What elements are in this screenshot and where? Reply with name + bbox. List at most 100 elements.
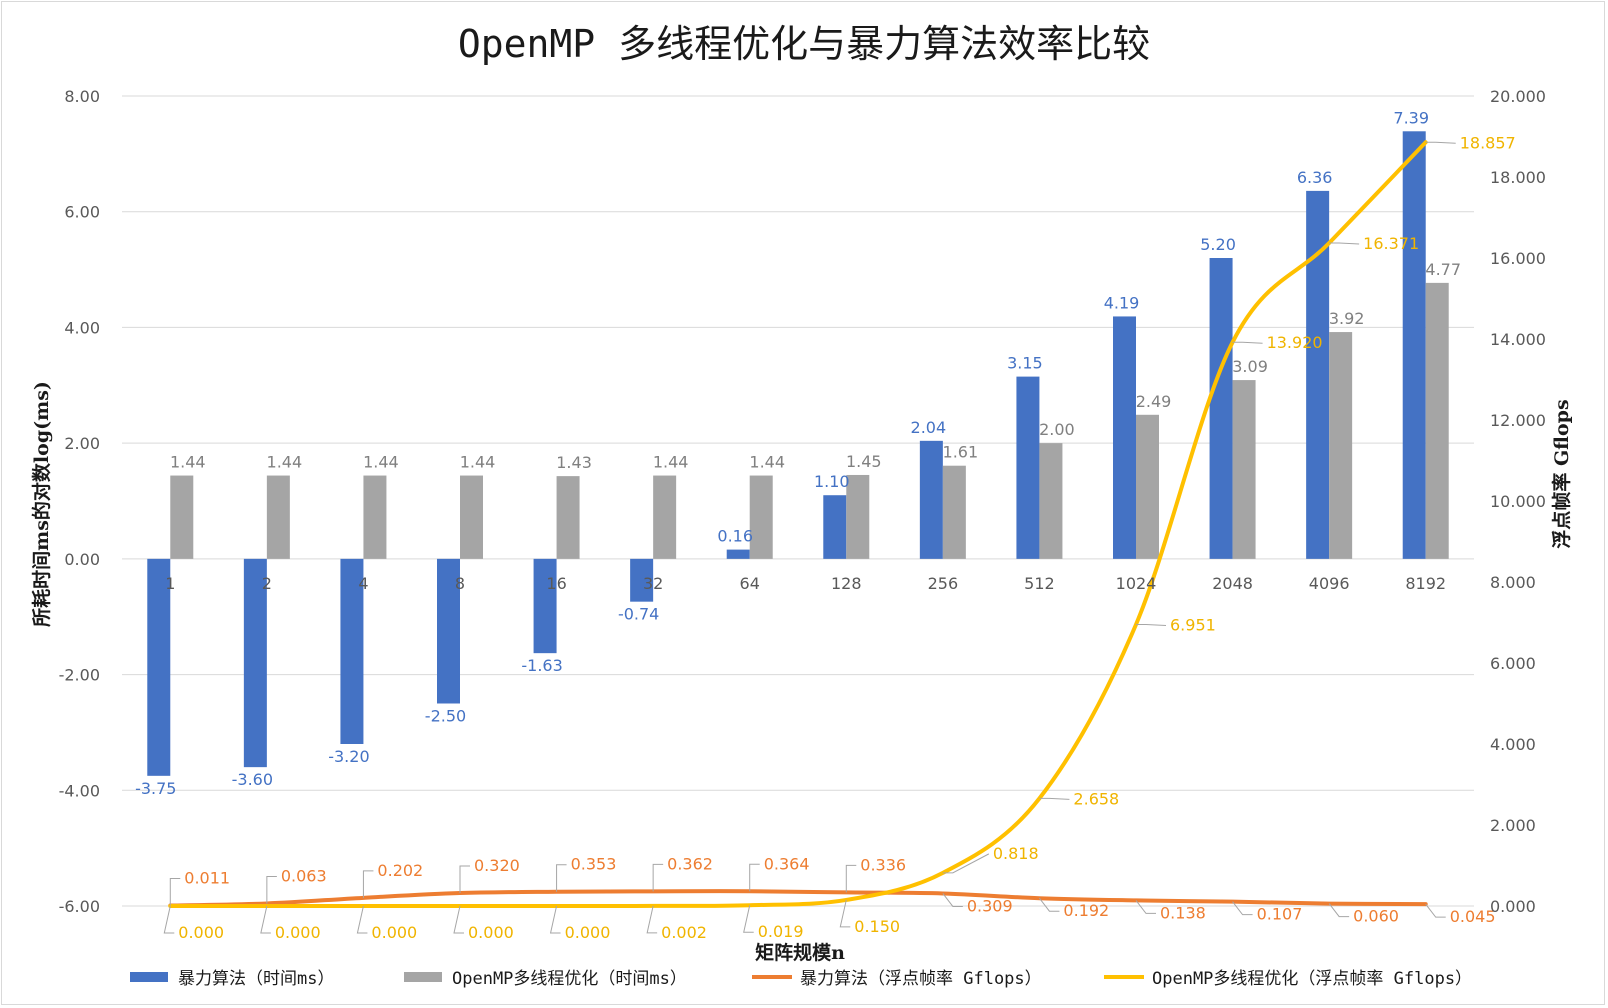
line-data-label: 0.353 xyxy=(571,855,617,874)
line-data-label: 0.060 xyxy=(1353,907,1399,926)
legend: 暴力算法（时间ms） OpenMP多线程优化（时间ms） 暴力算法（浮点帧率 Gfl… xyxy=(130,969,1472,989)
x-axis-title: 矩阵规模n xyxy=(755,941,845,964)
leader-line xyxy=(1135,900,1156,914)
bar-data-label: 3.09 xyxy=(1232,357,1268,376)
legend-swatch xyxy=(130,972,168,982)
line-data-label: 0.045 xyxy=(1450,907,1496,926)
y-tick-label: 2.00 xyxy=(64,434,100,453)
y-tick-label: 0.00 xyxy=(64,550,100,569)
x-tick-label: 2 xyxy=(262,574,272,593)
line-data-label: 0.000 xyxy=(178,923,224,942)
series-line xyxy=(168,889,1428,908)
leader-line xyxy=(652,863,664,892)
line-data-label: 6.951 xyxy=(1170,615,1216,634)
bar xyxy=(147,558,171,776)
bar-data-label: 1.44 xyxy=(653,453,689,472)
leader-line xyxy=(749,863,760,892)
leader-line xyxy=(362,870,374,898)
leader-line xyxy=(453,905,464,934)
tick-labels: 8.006.004.002.000.00-2.00-4.00-6.0020.00… xyxy=(59,87,1546,916)
leader-line xyxy=(1329,242,1360,245)
line-data-label: 0.107 xyxy=(1257,905,1303,924)
bar xyxy=(243,558,267,768)
bar xyxy=(749,475,773,559)
bar xyxy=(533,558,557,654)
y2-tick-label: 8.000 xyxy=(1490,573,1536,592)
bar xyxy=(653,475,677,559)
bar-data-label: -3.75 xyxy=(135,779,176,798)
line-data-label: 0.364 xyxy=(764,854,810,873)
bar-data-label: -3.20 xyxy=(328,747,369,766)
line-data-label: 0.309 xyxy=(967,896,1013,915)
bar-data-label: 6.36 xyxy=(1297,168,1333,187)
line-data-label: 0.138 xyxy=(1160,903,1206,922)
y2-tick-label: 0.000 xyxy=(1490,897,1536,916)
bar xyxy=(823,495,847,559)
bar-data-label: 1.43 xyxy=(556,453,592,472)
bar-data-label: 2.04 xyxy=(911,418,947,437)
x-tick-label: 2048 xyxy=(1212,574,1253,593)
legend-label: 暴力算法（浮点帧率 Gflops） xyxy=(800,969,1042,989)
bar xyxy=(340,558,364,744)
line-data-label: 18.857 xyxy=(1460,133,1516,152)
y2-tick-label: 4.000 xyxy=(1490,735,1536,754)
bar-data-label: 1.44 xyxy=(749,453,785,472)
bar xyxy=(1209,258,1233,559)
bar xyxy=(460,475,483,559)
x-tick-label: 64 xyxy=(740,574,760,593)
leader-line xyxy=(549,905,561,934)
line-data-label: 0.202 xyxy=(377,861,423,880)
leader-line xyxy=(1232,901,1253,916)
y2-tick-label: 2.000 xyxy=(1490,816,1536,835)
y-tick-label: 4.00 xyxy=(64,318,100,337)
series-line xyxy=(168,140,1428,909)
line-data-label: 0.019 xyxy=(758,922,804,941)
line-data-label: 16.371 xyxy=(1363,234,1419,253)
y2-axis-title: 浮点帧率 Gflops xyxy=(1550,399,1573,548)
line-data-label: 2.658 xyxy=(1073,789,1119,808)
bars xyxy=(147,131,1449,776)
bar xyxy=(942,465,966,559)
x-tick-label: 1024 xyxy=(1116,574,1157,593)
legend-label: OpenMP多线程优化（浮点帧率 Gflops） xyxy=(1152,969,1472,989)
x-tick-label: 1 xyxy=(165,574,175,593)
line-data-label: 0.063 xyxy=(281,866,327,885)
bar-data-label: 1.44 xyxy=(460,453,496,472)
line-data-label: 13.920 xyxy=(1267,333,1323,352)
leader-line xyxy=(266,875,277,904)
leader-line xyxy=(1425,903,1446,918)
line-data-label: 0.011 xyxy=(184,869,230,888)
chart-title: OpenMP 多线程优化与暴力算法效率比较 xyxy=(458,22,1150,66)
x-tick-label: 32 xyxy=(643,574,663,593)
leader-line xyxy=(163,905,175,934)
leader-line xyxy=(942,853,990,874)
bar xyxy=(1039,443,1063,559)
leader-line xyxy=(1136,623,1167,626)
bar xyxy=(363,475,387,559)
bar-data-label: 0.16 xyxy=(717,527,753,546)
bar-data-label: -3.60 xyxy=(232,770,273,789)
leader-line xyxy=(743,905,754,933)
legend-label: OpenMP多线程优化（时间ms） xyxy=(452,969,687,989)
legend-swatch xyxy=(404,972,442,982)
y-tick-label: 6.00 xyxy=(64,203,100,222)
line-data-label: 0.320 xyxy=(474,856,520,875)
bar xyxy=(556,476,580,559)
bar xyxy=(1306,190,1330,559)
leader-line xyxy=(1328,903,1350,918)
leader-line xyxy=(459,865,470,894)
y-tick-label: 8.00 xyxy=(64,87,100,106)
bar-data-label: 1.45 xyxy=(846,452,882,471)
bar-data-label: 1.10 xyxy=(814,472,850,491)
lines xyxy=(168,140,1428,909)
leader-line xyxy=(260,905,271,934)
line-data-label: 0.192 xyxy=(1063,901,1109,920)
legend-label: 暴力算法（时间ms） xyxy=(178,969,334,989)
y2-tick-label: 14.000 xyxy=(1490,330,1546,349)
x-tick-label: 16 xyxy=(546,574,566,593)
x-tick-label: 4096 xyxy=(1309,574,1350,593)
line-data-label: 0.336 xyxy=(860,855,906,874)
bar xyxy=(726,549,750,559)
bar-data-label: 1.44 xyxy=(267,453,303,472)
